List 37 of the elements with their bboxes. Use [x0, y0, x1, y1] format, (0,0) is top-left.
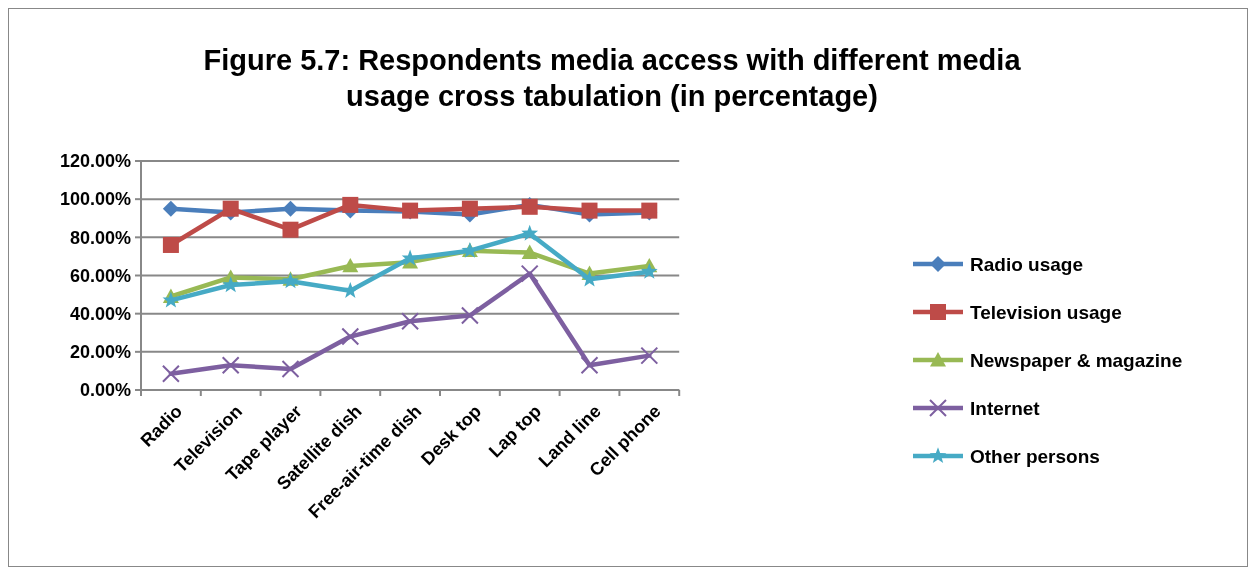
- y-tick-label: 20.00%: [69, 342, 131, 363]
- point: [401, 249, 419, 266]
- point: [341, 281, 359, 298]
- y-tick-label: 60.00%: [69, 265, 131, 286]
- y-tick-label: 40.00%: [69, 303, 131, 324]
- point: [581, 270, 598, 287]
- point: [581, 202, 598, 219]
- legend-label: Internet: [970, 397, 1041, 419]
- point: [342, 196, 359, 213]
- point: [162, 200, 179, 217]
- point: [282, 221, 299, 238]
- y-tick-label: 0.00%: [79, 380, 131, 401]
- point: [521, 244, 538, 259]
- point: [222, 276, 240, 293]
- point: [221, 356, 240, 375]
- legend-label: Radio usage: [970, 253, 1083, 275]
- point: [521, 224, 539, 241]
- point: [640, 346, 659, 365]
- y-tick-label: 120.00%: [59, 151, 131, 172]
- point: [640, 262, 658, 279]
- point: [341, 327, 360, 346]
- chart-title: Figure 5.7: Respondents media access with different media usage cross tabulation (in percentage): [203, 44, 1022, 112]
- point: [461, 200, 478, 217]
- point: [580, 356, 599, 375]
- point: [342, 257, 359, 273]
- point: [520, 264, 539, 283]
- point: [162, 236, 179, 253]
- legend-label: Other persons: [970, 445, 1100, 467]
- point: [282, 200, 299, 217]
- point: [161, 364, 180, 383]
- legend-label: Television usage: [970, 301, 1122, 323]
- point: [460, 306, 479, 325]
- legend-label: Newspaper & magazine: [970, 349, 1183, 371]
- y-tick-label: 100.00%: [59, 189, 131, 210]
- y-tick-label: 80.00%: [69, 227, 131, 248]
- point: [281, 360, 300, 379]
- point: [401, 312, 420, 331]
